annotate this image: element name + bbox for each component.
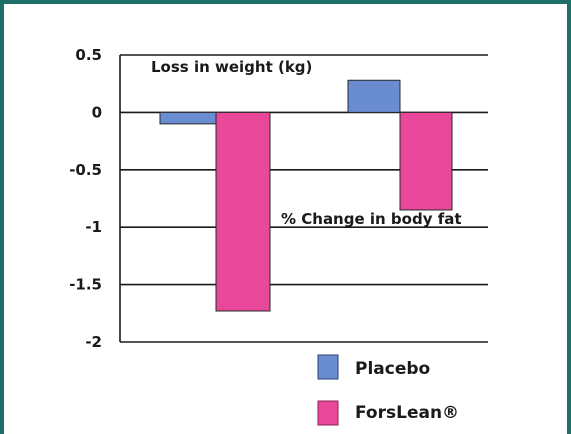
legend: Placebo ForsLean® bbox=[317, 354, 459, 426]
y-tick-label: -1.5 bbox=[69, 276, 102, 294]
y-tick-label: -1 bbox=[85, 218, 102, 236]
category-annotation-weight: Loss in weight (kg) bbox=[151, 58, 312, 76]
bar-placebo-1 bbox=[347, 79, 401, 113]
y-tick-label: -0.5 bbox=[69, 161, 102, 179]
y-tick-label: 0.5 bbox=[75, 46, 102, 64]
category-annotation-body-fat: % Change in body fat bbox=[281, 210, 462, 228]
y-axis-ticks: 0.5 0 -0.5 -1 -1.5 -2 bbox=[69, 46, 102, 351]
bar-forslean-0 bbox=[215, 111, 271, 312]
bars bbox=[159, 79, 453, 312]
legend-label-forslean: ForsLean® bbox=[355, 403, 459, 423]
legend-swatch-placebo bbox=[317, 354, 339, 380]
bar-chart: 0.5 0 -0.5 -1 -1.5 -2 Loss in weight (kg) % C… bbox=[69, 46, 488, 426]
bar-forslean-1 bbox=[399, 111, 453, 211]
legend-label-placebo: Placebo bbox=[355, 359, 430, 379]
bar-placebo-0 bbox=[159, 111, 217, 125]
legend-swatch-forslean bbox=[317, 400, 339, 426]
y-tick-label: 0 bbox=[92, 103, 102, 121]
y-tick-label: -2 bbox=[85, 333, 102, 351]
